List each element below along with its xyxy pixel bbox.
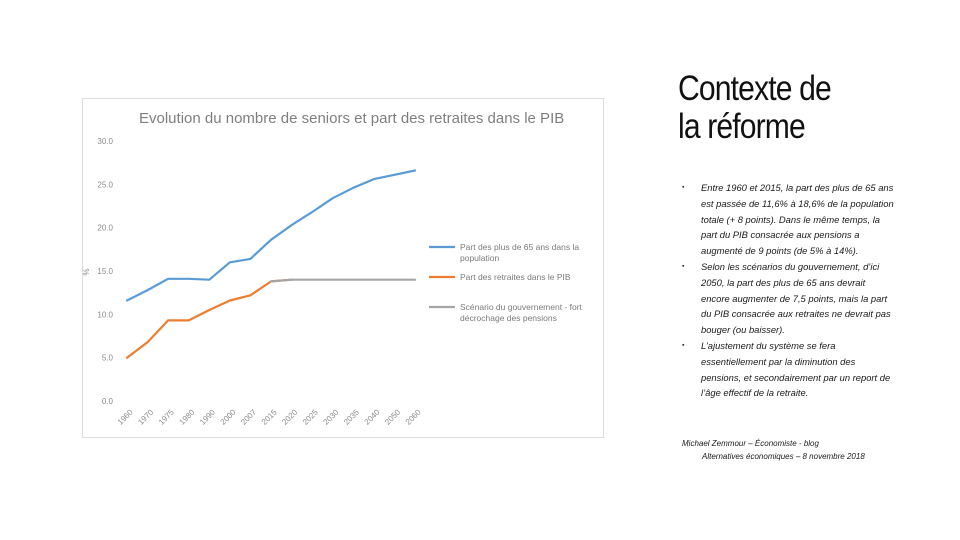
x-tick-label: 2020: [280, 407, 299, 426]
y-tick-label: 25.0: [97, 180, 113, 189]
y-axis-label: %: [83, 268, 91, 275]
bullet-text: Entre 1960 et 2015, la part des plus de …: [701, 182, 894, 257]
chart-panel: Evolution du nombre de seniors et part d…: [82, 98, 604, 438]
x-tick-label: 2040: [363, 407, 382, 426]
chart-title: Evolution du nombre de seniors et part d…: [139, 110, 564, 127]
x-tick-label: 1960: [116, 407, 135, 426]
slide-title: Contexte de la réforme: [678, 70, 910, 146]
bullet-list: ▪ Entre 1960 et 2015, la part des plus d…: [682, 180, 896, 401]
y-tick-label: 30.0: [97, 137, 113, 146]
y-tick-label: 20.0: [97, 224, 113, 233]
source-citation: Michael Zemmour – Économiste - blog Alte…: [682, 438, 912, 463]
x-tick-label: 2030: [321, 407, 340, 426]
legend-label: décrochage des pensions: [460, 313, 557, 323]
x-tick-label: 2050: [383, 407, 402, 426]
x-tick-label: 1990: [198, 407, 217, 426]
y-tick-label: 5.0: [102, 354, 114, 363]
source-publication: Alternatives économiques – 8 novembre 20…: [702, 451, 865, 461]
x-tick-label: 1980: [177, 407, 196, 426]
bullet-text: L’ajustement du système se fera essentie…: [701, 339, 891, 399]
bullet-square-icon: ▪: [682, 341, 685, 349]
x-tick-label: 2015: [260, 407, 279, 426]
x-tick-label: 1970: [136, 407, 155, 426]
bullet-item: ▪ Entre 1960 et 2015, la part des plus d…: [682, 180, 896, 259]
slide-title-line: Contexte de: [678, 69, 832, 108]
bullet-text: Selon les scénarios du gouvernement, d’i…: [701, 260, 891, 336]
x-tick-label: 1975: [157, 407, 176, 426]
series-line-1: [125, 169, 417, 302]
x-tick-label: 2060: [404, 407, 423, 426]
legend-label: Part des plus de 65 ans dans la: [460, 242, 579, 252]
x-tick-label: 2007: [239, 407, 258, 426]
y-tick-label: 10.0: [97, 310, 113, 319]
series-line-3: [269, 278, 417, 283]
x-tick-label: 2025: [301, 407, 320, 426]
bullet-item: ▪ L’ajustement du système se fera essent…: [682, 338, 896, 401]
source-author: Michael Zemmour – Économiste - blog: [682, 439, 819, 448]
legend-label: population: [460, 253, 500, 263]
bullet-square-icon: ▪: [682, 184, 685, 191]
slide-title-line: la réforme: [678, 107, 806, 146]
bullet-item: ▪ Selon les scénarios du gouvernement, d…: [682, 259, 896, 338]
series-line-2: [125, 278, 293, 359]
x-tick-label: 2000: [219, 407, 238, 426]
y-tick-label: 0.0: [102, 397, 114, 406]
line-chart: Evolution du nombre de seniors et part d…: [83, 110, 583, 427]
legend-label: Scénario du gouvernement - fort: [460, 302, 583, 312]
bullet-square-icon: ▪: [682, 262, 685, 270]
y-tick-label: 15.0: [97, 267, 113, 276]
x-tick-label: 2035: [342, 407, 361, 426]
legend-label: Part des retraites dans le PIB: [460, 272, 571, 282]
